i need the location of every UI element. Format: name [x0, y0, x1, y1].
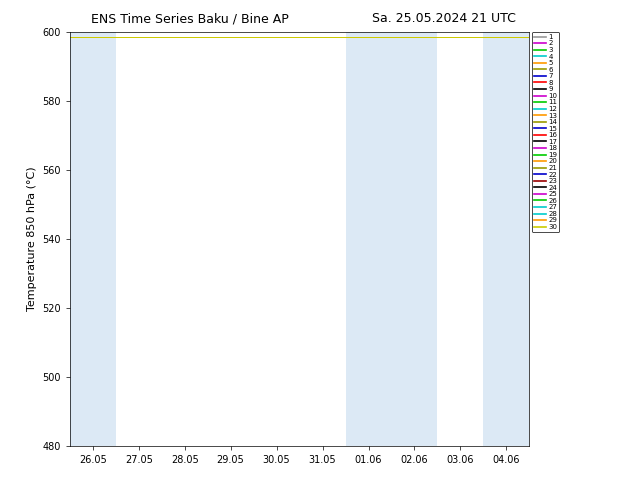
Text: ENS Time Series Baku / Bine AP: ENS Time Series Baku / Bine AP [91, 12, 289, 25]
Y-axis label: Temperature 850 hPa (°C): Temperature 850 hPa (°C) [27, 167, 37, 311]
Legend: 1, 2, 3, 4, 5, 6, 7, 8, 9, 10, 11, 12, 13, 14, 15, 16, 17, 18, 19, 20, 21, 22, 2: 1, 2, 3, 4, 5, 6, 7, 8, 9, 10, 11, 12, 1… [532, 32, 559, 232]
Bar [484, 32, 529, 446]
Bar [70, 32, 115, 446]
Text: Sa. 25.05.2024 21 UTC: Sa. 25.05.2024 21 UTC [372, 12, 515, 25]
Bar [346, 32, 437, 446]
